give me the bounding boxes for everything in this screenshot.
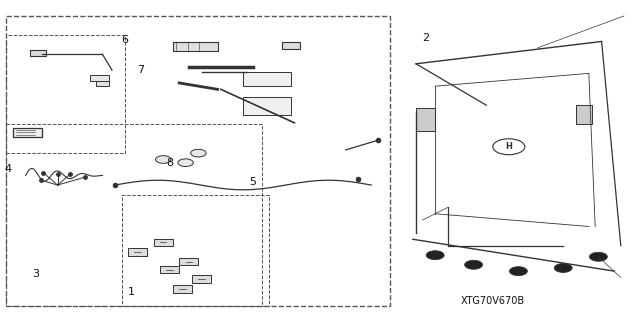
Text: 6: 6 — [122, 35, 128, 45]
Text: 7: 7 — [137, 65, 145, 75]
Circle shape — [426, 251, 444, 260]
Text: 4: 4 — [4, 164, 12, 174]
Bar — [173, 285, 192, 293]
Circle shape — [156, 156, 171, 163]
Bar — [154, 239, 173, 246]
Bar — [128, 248, 147, 256]
Bar — [243, 72, 291, 86]
Bar — [13, 128, 42, 137]
Bar — [96, 81, 109, 86]
Bar — [173, 42, 218, 51]
Circle shape — [589, 252, 607, 261]
Bar — [90, 75, 109, 81]
Bar — [192, 275, 211, 283]
Text: 3: 3 — [32, 269, 38, 279]
Bar — [31, 50, 47, 56]
Bar — [576, 105, 592, 124]
Circle shape — [554, 263, 572, 272]
Circle shape — [465, 260, 483, 269]
Bar — [416, 108, 435, 131]
Text: 8: 8 — [166, 158, 173, 168]
Circle shape — [509, 267, 527, 276]
Bar — [282, 42, 300, 49]
Text: XTG70V670B: XTG70V670B — [461, 296, 525, 306]
Circle shape — [191, 149, 206, 157]
Bar — [243, 97, 291, 115]
Text: 5: 5 — [250, 177, 256, 187]
Bar — [179, 258, 198, 265]
Text: H: H — [506, 142, 512, 151]
Circle shape — [178, 159, 193, 167]
Bar — [160, 266, 179, 273]
Text: 1: 1 — [128, 287, 134, 297]
Text: 2: 2 — [422, 33, 429, 43]
